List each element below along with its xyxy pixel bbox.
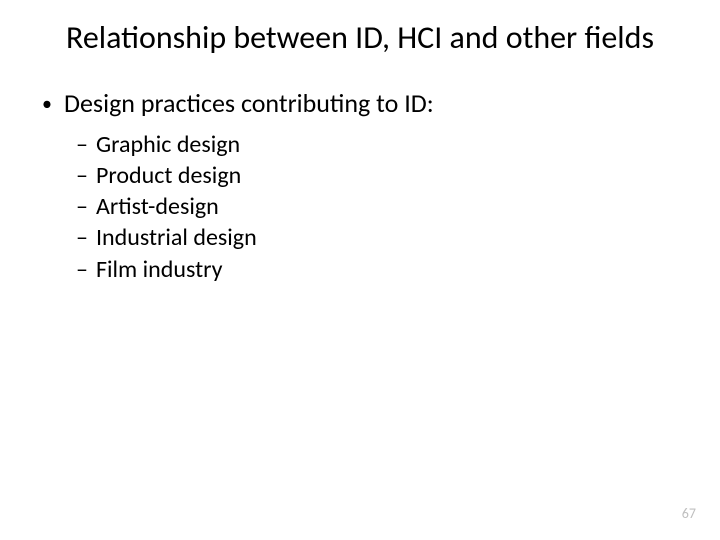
bullet-marker-2: –: [76, 191, 96, 222]
bullet-level-2: – Product design: [76, 160, 680, 191]
bullet-text-1: Design practices contributing to ID:: [64, 87, 434, 119]
bullet-level-2: – Industrial design: [76, 222, 680, 253]
page-number: 67: [682, 505, 696, 522]
bullet-marker-2: –: [76, 222, 96, 253]
bullet-level-2: – Artist-design: [76, 191, 680, 222]
bullet-text-2: Artist-design: [96, 191, 219, 222]
slide-title: Relationship between ID, HCI and other f…: [60, 20, 660, 57]
bullet-text-2: Film industry: [96, 254, 222, 285]
bullet-marker-2: –: [76, 160, 96, 191]
bullet-marker-2: –: [76, 129, 96, 160]
bullet-marker-2: –: [76, 254, 96, 285]
slide: Relationship between ID, HCI and other f…: [0, 0, 720, 540]
bullet-level-2: – Film industry: [76, 254, 680, 285]
bullet-level-2: – Graphic design: [76, 129, 680, 160]
bullet-text-2: Graphic design: [96, 129, 240, 160]
bullet-level-1: • Design practices contributing to ID:: [40, 87, 680, 119]
bullet-text-2: Industrial design: [96, 222, 257, 253]
bullet-marker-1: •: [40, 94, 64, 114]
bullet-text-2: Product design: [96, 160, 241, 191]
